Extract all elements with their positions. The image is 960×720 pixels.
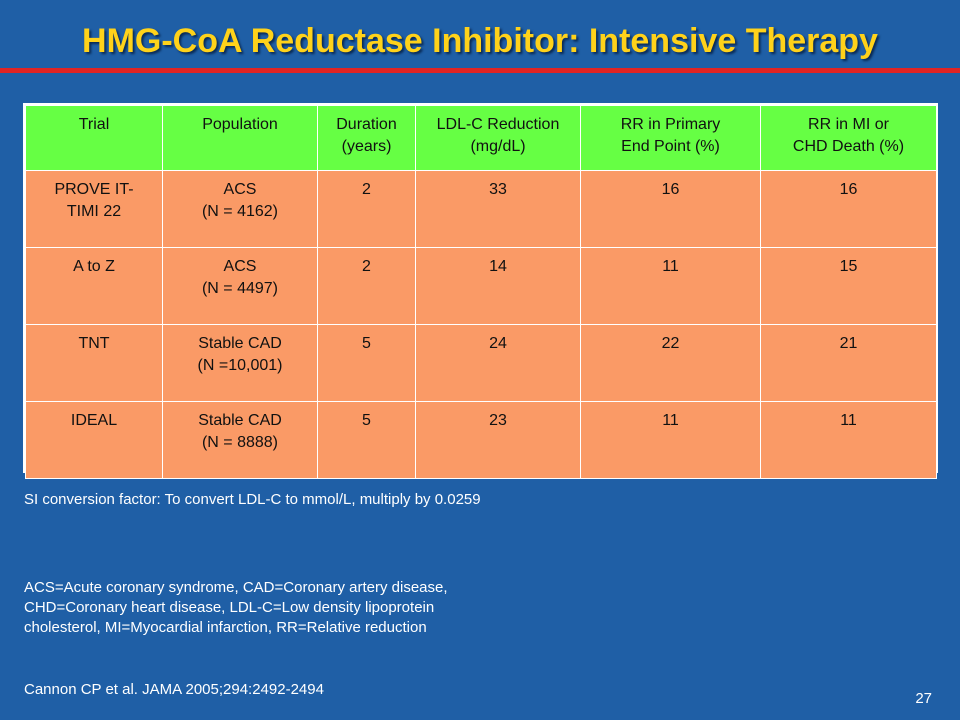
cell-duration: 5 [317,324,416,402]
cell-rr-mi-chd: 16 [760,170,937,248]
cell-rr-primary: 11 [580,247,761,325]
table-row: A to Z ACS (N = 4497) 2 14 11 15 [25,247,937,325]
cell-rr-mi-chd: 21 [760,324,937,402]
header-duration: Duration (years) [317,105,416,171]
cell-population: Stable CAD (N =10,001) [162,324,318,402]
cell-ldl-reduction: 14 [415,247,581,325]
cell-duration: 2 [317,170,416,248]
cell-rr-primary: 11 [580,401,761,479]
si-conversion-note: SI conversion factor: To convert LDL-C t… [24,491,481,508]
cell-rr-primary: 16 [580,170,761,248]
table-row: IDEAL Stable CAD (N = 8888) 5 23 11 11 [25,401,937,479]
abbreviations-note: ACS=Acute coronary syndrome, CAD=Coronar… [24,579,448,636]
cell-trial: A to Z [25,247,163,325]
citation: Cannon CP et al. JAMA 2005;294:2492-2494 [24,681,324,698]
table-row: PROVE IT- TIMI 22 ACS (N = 4162) 2 33 16… [25,170,937,248]
header-ldl-reduction: LDL-C Reduction (mg/dL) [415,105,581,171]
cell-rr-mi-chd: 15 [760,247,937,325]
cell-trial: TNT [25,324,163,402]
table-row: TNT Stable CAD (N =10,001) 5 24 22 21 [25,324,937,402]
page-number: 27 [915,690,932,707]
header-rr-primary: RR in Primary End Point (%) [580,105,761,171]
slide-title: HMG-CoA Reductase Inhibitor: Intensive T… [82,22,878,60]
cell-trial: PROVE IT- TIMI 22 [25,170,163,248]
cell-ldl-reduction: 24 [415,324,581,402]
cell-rr-mi-chd: 11 [760,401,937,479]
header-trial: Trial [25,105,163,171]
title-divider [0,68,960,73]
table-header-row: Trial Population Duration (years) LDL-C … [25,105,937,171]
cell-ldl-reduction: 33 [415,170,581,248]
trial-table: Trial Population Duration (years) LDL-C … [23,103,938,479]
cell-duration: 5 [317,401,416,479]
cell-ldl-reduction: 23 [415,401,581,479]
header-rr-mi-chd: RR in MI or CHD Death (%) [760,105,937,171]
cell-population: ACS (N = 4162) [162,170,318,248]
cell-rr-primary: 22 [580,324,761,402]
cell-duration: 2 [317,247,416,325]
header-population: Population [162,105,318,171]
cell-trial: IDEAL [25,401,163,479]
cell-population: ACS (N = 4497) [162,247,318,325]
cell-population: Stable CAD (N = 8888) [162,401,318,479]
